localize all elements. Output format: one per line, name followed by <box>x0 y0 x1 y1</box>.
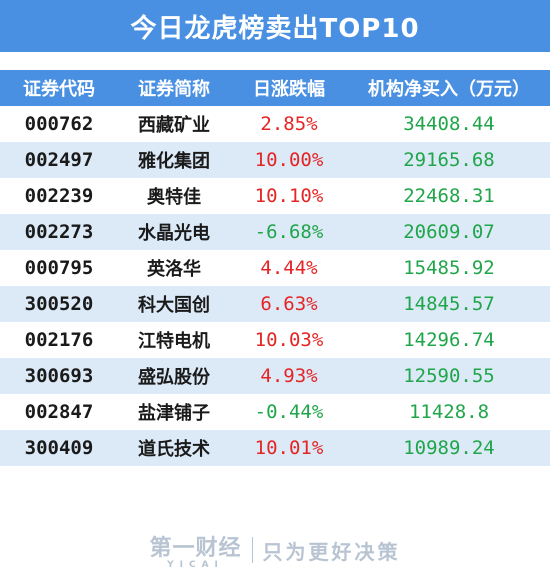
stock-code: 300693 <box>24 365 94 387</box>
stock-code: 002497 <box>24 149 94 171</box>
header-net-buy: 机构净买入（万元） <box>368 79 530 100</box>
table-row: 002176 江特电机 10.03% 14296.74 <box>0 322 550 358</box>
institution-net-buy: 29165.68 <box>403 149 495 171</box>
stock-name: 英洛华 <box>147 259 201 280</box>
stock-name: 盐津铺子 <box>138 403 210 424</box>
institution-net-buy: 10989.24 <box>403 437 495 459</box>
stock-name: 雅化集团 <box>138 151 210 172</box>
table-row: 000762 西藏矿业 2.85% 34408.44 <box>0 106 550 142</box>
daily-change: 10.03% <box>254 329 324 351</box>
table-row: 000795 英洛华 4.44% 15485.92 <box>0 250 550 286</box>
stock-name: 科大国创 <box>138 295 210 316</box>
stock-code: 000795 <box>24 257 94 279</box>
daily-change: 4.44% <box>260 257 318 279</box>
stock-code: 002847 <box>24 401 94 423</box>
logo-mark: 第一财经 YICAI <box>149 530 241 570</box>
daily-change: 6.63% <box>260 293 318 315</box>
institution-net-buy: 22468.31 <box>403 185 495 207</box>
header-change: 日涨跌幅 <box>253 79 325 100</box>
stock-name: 奥特佳 <box>147 187 201 208</box>
yicai-logo: 第一财经 YICAI 只为更好决策 <box>149 530 400 570</box>
institution-net-buy: 11428.8 <box>408 401 490 423</box>
logo-en: YICAI <box>167 560 224 570</box>
stock-name: 道氏技术 <box>138 439 210 460</box>
daily-change: -0.44% <box>254 401 324 423</box>
daily-change: 4.93% <box>260 365 318 387</box>
table-row: 002847 盐津铺子 -0.44% 11428.8 <box>0 394 550 430</box>
daily-change: 10.00% <box>254 149 324 171</box>
table-row: 300409 道氏技术 10.01% 10989.24 <box>0 430 550 466</box>
page-title-bar: 今日龙虎榜卖出TOP10 <box>0 0 550 52</box>
table-row: 002273 水晶光电 -6.68% 20609.07 <box>0 214 550 250</box>
header-name: 证券简称 <box>138 79 210 100</box>
institution-net-buy: 14845.57 <box>403 293 495 315</box>
daily-change: 2.85% <box>260 113 318 135</box>
table-row: 002497 雅化集团 10.00% 29165.68 <box>0 142 550 178</box>
stock-code: 300520 <box>24 293 94 315</box>
table-row: 300693 盛弘股份 4.93% 12590.55 <box>0 358 550 394</box>
table-header-row: 证券代码 证券简称 日涨跌幅 机构净买入（万元） <box>0 70 550 106</box>
stock-name: 水晶光电 <box>138 223 210 244</box>
stock-name: 西藏矿业 <box>138 115 210 136</box>
daily-change: -6.68% <box>254 221 324 243</box>
page-title: 今日龙虎榜卖出TOP10 <box>130 13 420 44</box>
institution-net-buy: 14296.74 <box>403 329 495 351</box>
footer: 第一财经 YICAI 只为更好决策 <box>0 522 550 578</box>
daily-change: 10.01% <box>254 437 324 459</box>
stock-code: 000762 <box>24 113 94 135</box>
table-body: 000762 西藏矿业 2.85% 34408.44 002497 雅化集团 10.00% 2… <box>0 106 550 466</box>
institution-net-buy: 15485.92 <box>403 257 495 279</box>
institution-net-buy: 34408.44 <box>403 113 495 135</box>
institution-net-buy: 20609.07 <box>403 221 495 243</box>
stock-code: 002239 <box>24 185 94 207</box>
logo-cn: 第一财经 <box>149 536 242 561</box>
header-code: 证券代码 <box>23 79 95 100</box>
logo-divider <box>251 537 253 563</box>
table-row: 300520 科大国创 6.63% 14845.57 <box>0 286 550 322</box>
table-row: 002239 奥特佳 10.10% 22468.31 <box>0 178 550 214</box>
stock-code: 300409 <box>24 437 94 459</box>
stock-name: 江特电机 <box>138 331 210 352</box>
stock-name: 盛弘股份 <box>138 367 210 388</box>
stock-code: 002176 <box>24 329 94 351</box>
institution-net-buy: 12590.55 <box>403 365 495 387</box>
slogan: 只为更好决策 <box>262 539 401 564</box>
daily-change: 10.10% <box>254 185 324 207</box>
ranking-table: 证券代码 证券简称 日涨跌幅 机构净买入（万元） 000762 西藏矿业 2.85%… <box>0 70 550 466</box>
stock-code: 002273 <box>24 221 94 243</box>
